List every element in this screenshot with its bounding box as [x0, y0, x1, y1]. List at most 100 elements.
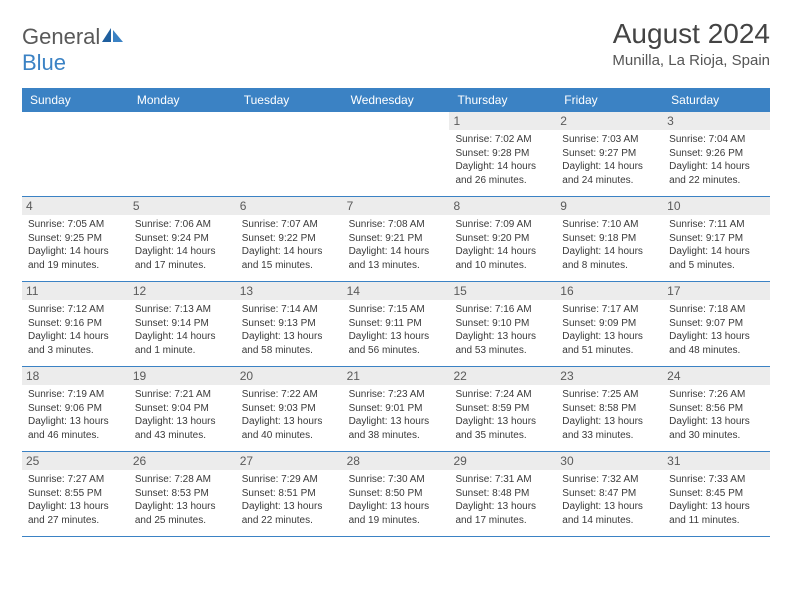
daylight-line: Daylight: 13 hours and 43 minutes. — [135, 415, 230, 442]
daylight-line: Daylight: 14 hours and 26 minutes. — [455, 160, 550, 187]
sunset-line: Sunset: 9:22 PM — [242, 232, 337, 246]
weekday-header: Wednesday — [343, 88, 450, 112]
calendar-week: 4Sunrise: 7:05 AMSunset: 9:25 PMDaylight… — [22, 197, 770, 282]
sunrise-line: Sunrise: 7:21 AM — [135, 388, 230, 402]
daylight-line: Daylight: 14 hours and 3 minutes. — [28, 330, 123, 357]
day-number: 19 — [129, 367, 236, 385]
calendar-day: 11Sunrise: 7:12 AMSunset: 9:16 PMDayligh… — [22, 282, 129, 366]
sunset-line: Sunset: 9:01 PM — [349, 402, 444, 416]
daylight-line: Daylight: 13 hours and 27 minutes. — [28, 500, 123, 527]
sunset-line: Sunset: 9:09 PM — [562, 317, 657, 331]
sunrise-line: Sunrise: 7:19 AM — [28, 388, 123, 402]
calendar-day-empty — [129, 112, 236, 196]
weekday-header: Tuesday — [236, 88, 343, 112]
sunrise-line: Sunrise: 7:06 AM — [135, 218, 230, 232]
day-number: 9 — [556, 197, 663, 215]
daylight-line: Daylight: 14 hours and 19 minutes. — [28, 245, 123, 272]
sunrise-line: Sunrise: 7:08 AM — [349, 218, 444, 232]
calendar-day: 23Sunrise: 7:25 AMSunset: 8:58 PMDayligh… — [556, 367, 663, 451]
sunset-line: Sunset: 8:50 PM — [349, 487, 444, 501]
sunrise-line: Sunrise: 7:25 AM — [562, 388, 657, 402]
daylight-line: Daylight: 13 hours and 48 minutes. — [669, 330, 764, 357]
title-block: August 2024 Munilla, La Rioja, Spain — [612, 18, 770, 69]
day-number: 25 — [22, 452, 129, 470]
daylight-line: Daylight: 13 hours and 40 minutes. — [242, 415, 337, 442]
sunrise-line: Sunrise: 7:15 AM — [349, 303, 444, 317]
brand-text: GeneralBlue — [22, 24, 124, 76]
calendar-day: 24 Sunrise: 7:26 AMSunset: 8:56 PMDayligh… — [663, 367, 770, 451]
sunset-line: Sunset: 8:48 PM — [455, 487, 550, 501]
sunset-line: Sunset: 8:45 PM — [669, 487, 764, 501]
sunset-line: Sunset: 9:16 PM — [28, 317, 123, 331]
calendar-day: 2Sunrise: 7:03 AMSunset: 9:27 PMDaylight… — [556, 112, 663, 196]
calendar-day: 22Sunrise: 7:24 AMSunset: 8:59 PMDayligh… — [449, 367, 556, 451]
sunrise-line: Sunrise: 7:22 AM — [242, 388, 337, 402]
daylight-line: Daylight: 13 hours and 35 minutes. — [455, 415, 550, 442]
sunset-line: Sunset: 8:51 PM — [242, 487, 337, 501]
sunset-line: Sunset: 9:06 PM — [28, 402, 123, 416]
calendar-day: 5Sunrise: 7:06 AMSunset: 9:24 PMDaylight… — [129, 197, 236, 281]
sunrise-line: Sunrise: 7:28 AM — [135, 473, 230, 487]
sunrise-line: Sunrise: 7:16 AM — [455, 303, 550, 317]
weekday-header: Saturday — [663, 88, 770, 112]
sunrise-line: Sunrise: 7:26 AM — [669, 388, 764, 402]
daylight-line: Daylight: 13 hours and 53 minutes. — [455, 330, 550, 357]
sunrise-line: Sunrise: 7:23 AM — [349, 388, 444, 402]
calendar-day: 25Sunrise: 7:27 AMSunset: 8:55 PMDayligh… — [22, 452, 129, 536]
daylight-line: Daylight: 13 hours and 19 minutes. — [349, 500, 444, 527]
day-number: 24 — [663, 367, 770, 385]
sunrise-line: Sunrise: 7:18 AM — [669, 303, 764, 317]
day-number: 8 — [449, 197, 556, 215]
calendar-day: 7Sunrise: 7:08 AMSunset: 9:21 PMDaylight… — [343, 197, 450, 281]
sunrise-line: Sunrise: 7:07 AM — [242, 218, 337, 232]
calendar-day: 12Sunrise: 7:13 AMSunset: 9:14 PMDayligh… — [129, 282, 236, 366]
calendar-day: 9Sunrise: 7:10 AMSunset: 9:18 PMDaylight… — [556, 197, 663, 281]
day-number: 31 — [663, 452, 770, 470]
calendar-day-empty — [22, 112, 129, 196]
sunset-line: Sunset: 9:27 PM — [562, 147, 657, 161]
calendar-day: 30Sunrise: 7:32 AMSunset: 8:47 PMDayligh… — [556, 452, 663, 536]
day-number: 28 — [343, 452, 450, 470]
sunrise-line: Sunrise: 7:31 AM — [455, 473, 550, 487]
calendar-day: 10Sunrise: 7:11 AMSunset: 9:17 PMDayligh… — [663, 197, 770, 281]
calendar-day-empty — [236, 112, 343, 196]
day-number: 1 — [449, 112, 556, 130]
sunrise-line: Sunrise: 7:13 AM — [135, 303, 230, 317]
sunrise-line: Sunrise: 7:02 AM — [455, 133, 550, 147]
sunrise-line: Sunrise: 7:14 AM — [242, 303, 337, 317]
day-number: 6 — [236, 197, 343, 215]
daylight-line: Daylight: 13 hours and 30 minutes. — [669, 415, 764, 442]
calendar-week: 1Sunrise: 7:02 AMSunset: 9:28 PMDaylight… — [22, 112, 770, 197]
sunrise-line: Sunrise: 7:12 AM — [28, 303, 123, 317]
daylight-line: Daylight: 14 hours and 1 minute. — [135, 330, 230, 357]
sunset-line: Sunset: 9:21 PM — [349, 232, 444, 246]
day-number: 17 — [663, 282, 770, 300]
calendar-day: 18 Sunrise: 7:19 AMSunset: 9:06 PMDayligh… — [22, 367, 129, 451]
daylight-line: Daylight: 13 hours and 33 minutes. — [562, 415, 657, 442]
calendar-day: 29Sunrise: 7:31 AMSunset: 8:48 PMDayligh… — [449, 452, 556, 536]
sunset-line: Sunset: 9:18 PM — [562, 232, 657, 246]
page-header: GeneralBlue August 2024 Munilla, La Rioj… — [22, 18, 770, 76]
sunrise-line: Sunrise: 7:27 AM — [28, 473, 123, 487]
weekday-header: Friday — [556, 88, 663, 112]
sunset-line: Sunset: 9:24 PM — [135, 232, 230, 246]
calendar-day: 21Sunrise: 7:23 AMSunset: 9:01 PMDayligh… — [343, 367, 450, 451]
sunrise-line: Sunrise: 7:17 AM — [562, 303, 657, 317]
daylight-line: Daylight: 13 hours and 46 minutes. — [28, 415, 123, 442]
calendar-day: 3Sunrise: 7:04 AMSunset: 9:26 PMDaylight… — [663, 112, 770, 196]
weekday-header: Sunday — [22, 88, 129, 112]
daylight-line: Daylight: 13 hours and 58 minutes. — [242, 330, 337, 357]
calendar-day: 16Sunrise: 7:17 AMSunset: 9:09 PMDayligh… — [556, 282, 663, 366]
daylight-line: Daylight: 13 hours and 25 minutes. — [135, 500, 230, 527]
calendar: SundayMondayTuesdayWednesdayThursdayFrid… — [22, 88, 770, 537]
calendar-day: 27Sunrise: 7:29 AMSunset: 8:51 PMDayligh… — [236, 452, 343, 536]
day-number: 18 — [22, 367, 129, 385]
daylight-line: Daylight: 13 hours and 22 minutes. — [242, 500, 337, 527]
brand-part1: General — [22, 24, 100, 49]
sunset-line: Sunset: 8:58 PM — [562, 402, 657, 416]
sunset-line: Sunset: 9:03 PM — [242, 402, 337, 416]
sunset-line: Sunset: 8:56 PM — [669, 402, 764, 416]
daylight-line: Daylight: 14 hours and 17 minutes. — [135, 245, 230, 272]
brand-logo: GeneralBlue — [22, 24, 124, 76]
calendar-day: 8Sunrise: 7:09 AMSunset: 9:20 PMDaylight… — [449, 197, 556, 281]
